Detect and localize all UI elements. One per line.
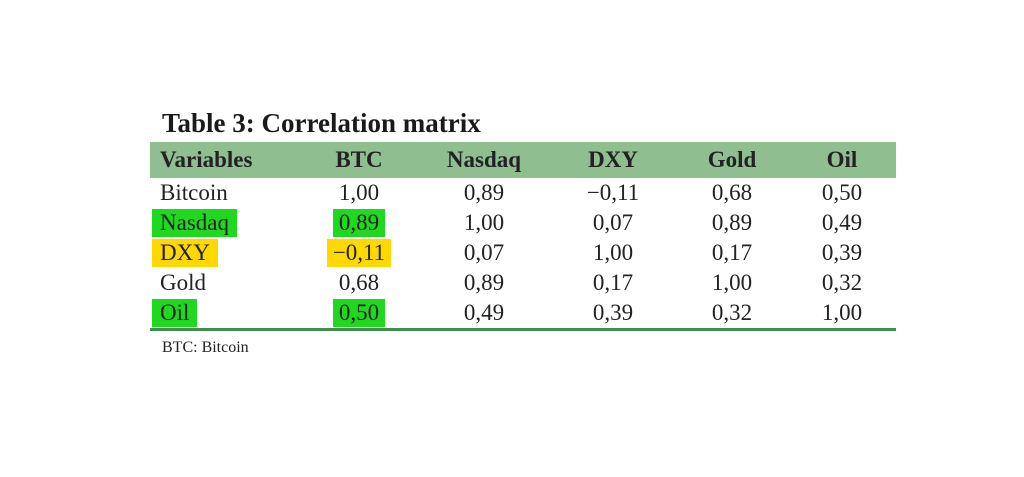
- table-cell: 0,50: [332, 299, 386, 327]
- table-cell: 0,49: [821, 210, 863, 235]
- table-cell: 0,89: [332, 209, 386, 237]
- table-cell: 0,68: [711, 180, 753, 205]
- row-label: Gold: [160, 270, 206, 295]
- table-cell: 1,00: [821, 300, 863, 325]
- table-cell: 0,68: [338, 270, 380, 295]
- table-row: Bitcoin 1,00 0,89 −0,11 0,68 0,50: [150, 178, 896, 208]
- header-variables: Variables: [160, 147, 253, 172]
- table-cell: 0,17: [711, 240, 753, 265]
- table-footnote: BTC: Bitcoin: [162, 339, 249, 356]
- table-cell: 0,32: [821, 270, 863, 295]
- document-excerpt: Table 3: Correlation matrix Variables BT…: [150, 106, 896, 357]
- table-row: Oil 0,50 0,49 0,39 0,32 1,00: [150, 298, 896, 331]
- header-nasdaq: Nasdaq: [446, 147, 522, 172]
- table-cell: 0,17: [592, 270, 634, 295]
- table-cell: 0,39: [592, 300, 634, 325]
- table-cell: 0,39: [821, 240, 863, 265]
- table-cell: 1,00: [592, 240, 634, 265]
- table-cell: −0,11: [326, 239, 392, 267]
- table-cell: 1,00: [463, 210, 505, 235]
- table-row: DXY −0,11 0,07 1,00 0,17 0,39: [150, 238, 896, 268]
- table-cell: 0,07: [592, 210, 634, 235]
- correlation-table: Variables BTC Nasdaq DXY Gold Oil Bitcoi…: [150, 142, 896, 331]
- table-cell: 1,00: [338, 180, 380, 205]
- header-dxy: DXY: [588, 147, 638, 172]
- table-cell: 0,32: [711, 300, 753, 325]
- table-title: Table 3: Correlation matrix: [162, 108, 481, 138]
- table-cell: −0,11: [586, 180, 640, 205]
- table-cell: 0,07: [463, 240, 505, 265]
- row-label: Nasdaq: [152, 209, 237, 237]
- table-header-row: Variables BTC Nasdaq DXY Gold Oil: [150, 142, 896, 178]
- table-cell: 0,49: [463, 300, 505, 325]
- row-label: Bitcoin: [160, 180, 228, 205]
- table-cell: 1,00: [711, 270, 753, 295]
- header-btc: BTC: [335, 147, 383, 172]
- table-cell: 0,89: [711, 210, 753, 235]
- row-label: DXY: [152, 239, 218, 267]
- table-row: Nasdaq 0,89 1,00 0,07 0,89 0,49: [150, 208, 896, 238]
- table-cell: 0,50: [821, 180, 863, 205]
- table-cell: 0,89: [463, 270, 505, 295]
- header-oil: Oil: [826, 147, 858, 172]
- header-gold: Gold: [707, 147, 757, 172]
- table-row: Gold 0,68 0,89 0,17 1,00 0,32: [150, 268, 896, 298]
- row-label: Oil: [152, 299, 198, 327]
- table-cell: 0,89: [463, 180, 505, 205]
